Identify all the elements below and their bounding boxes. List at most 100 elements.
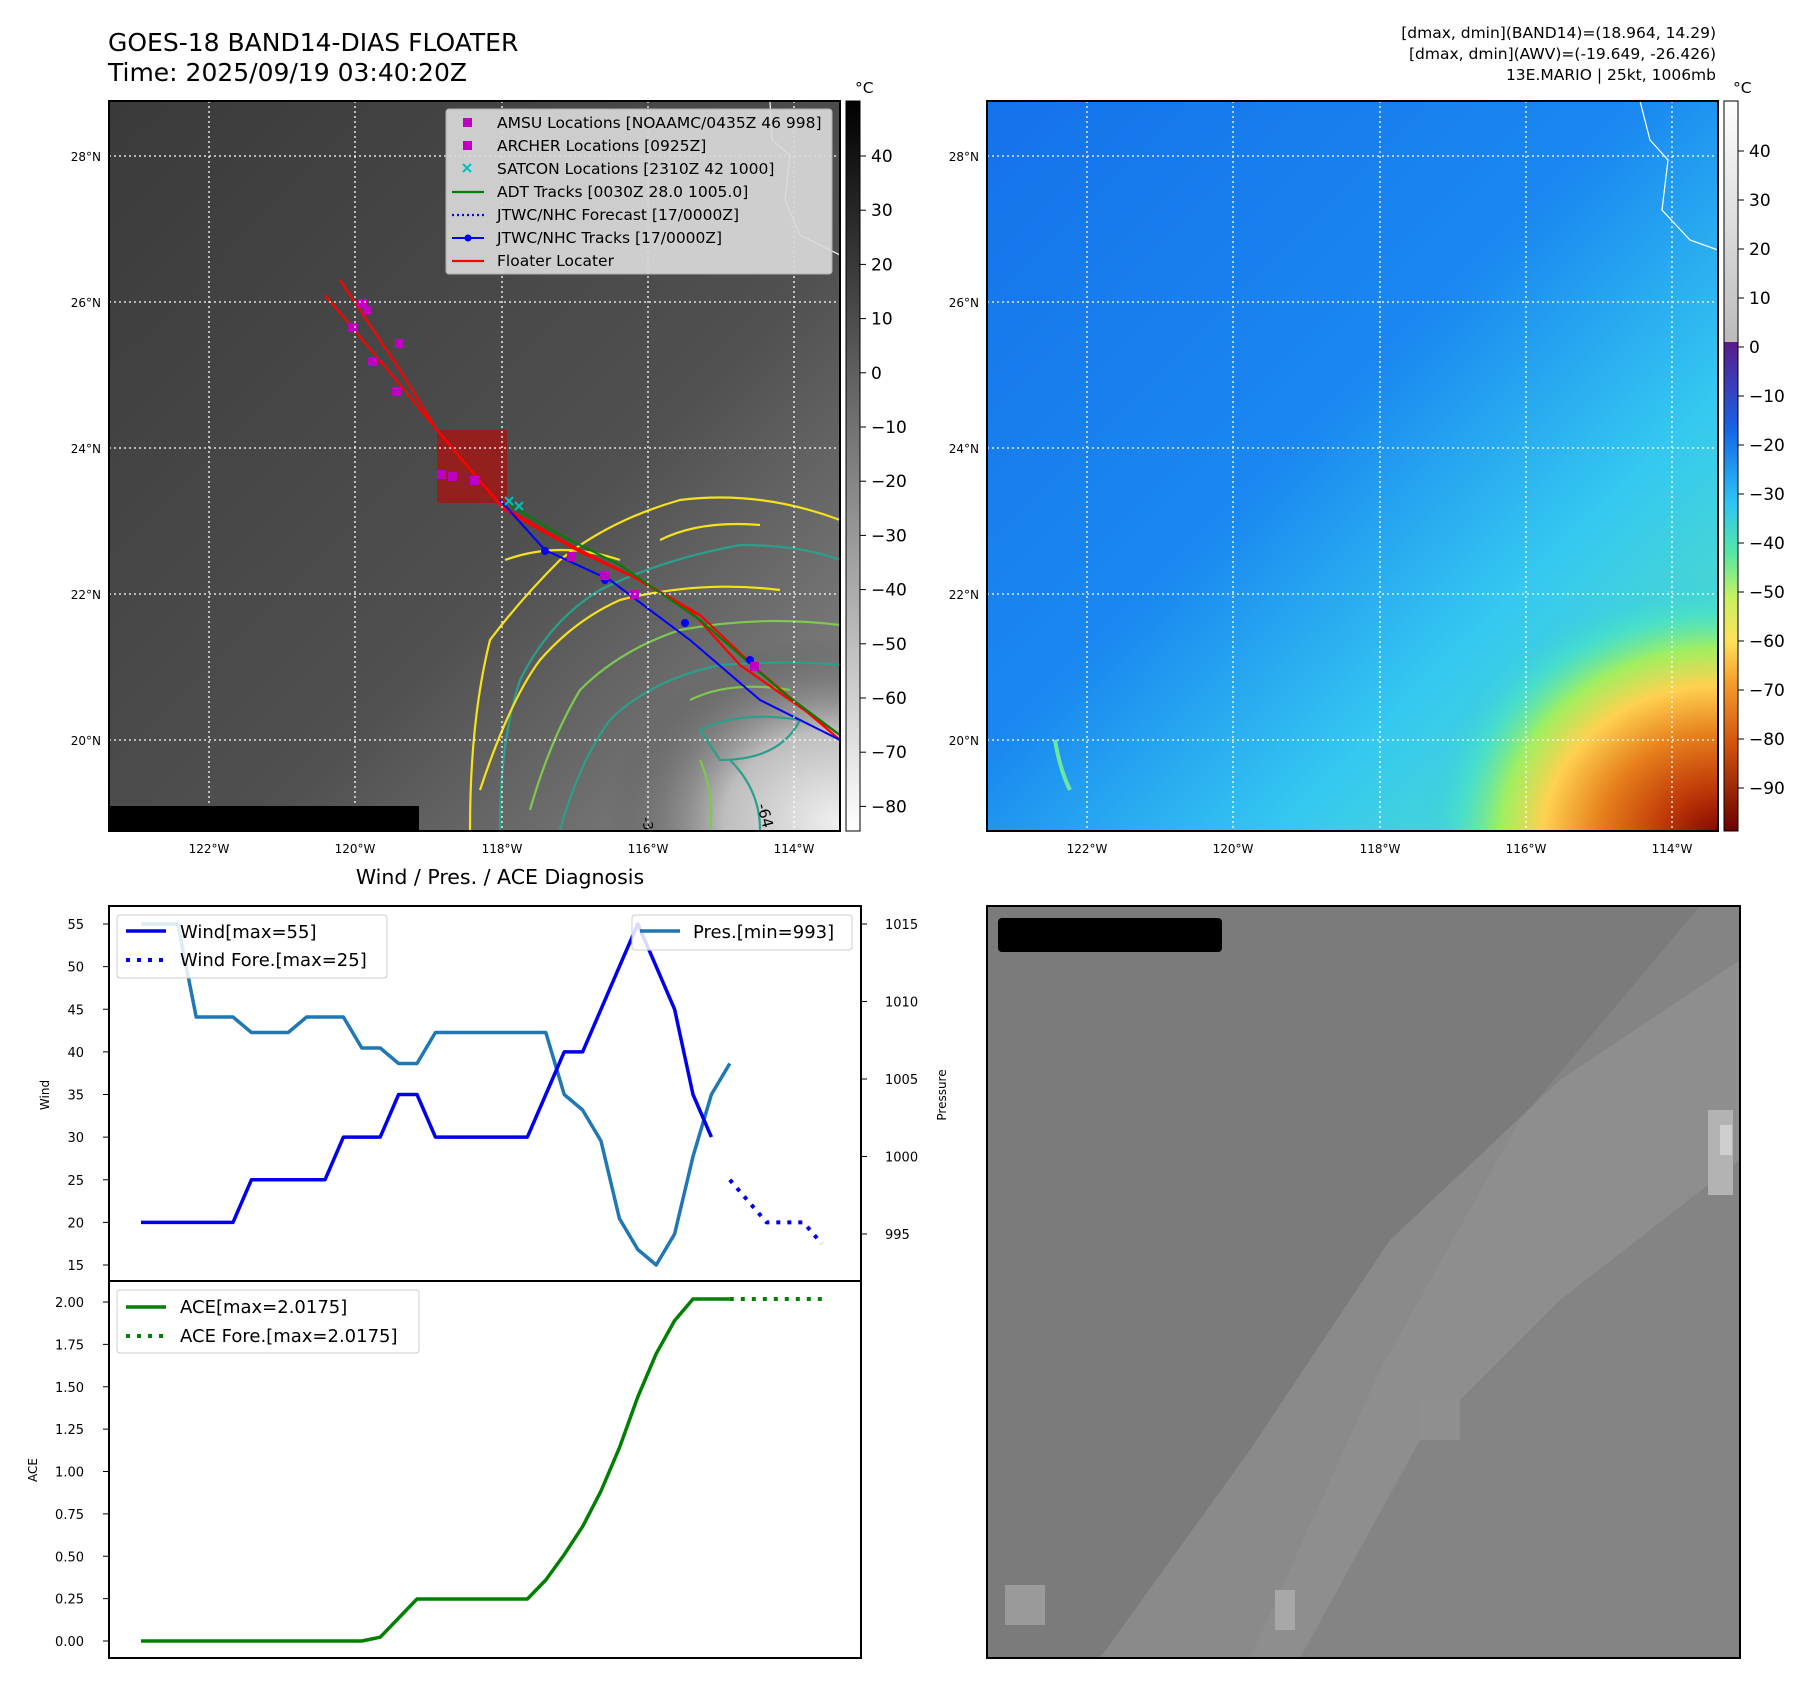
ir-colorbar-ticks: 40 30 20 10 0 −10 −20 −30 −40 −50 −60 −70 −80 — [860, 147, 907, 817]
colorbar-tick-label: −10 — [871, 418, 907, 438]
contour-label-64: -64 — [753, 801, 777, 829]
lat-label: 24°N — [71, 442, 101, 456]
colorbar-tick-label: −40 — [1749, 534, 1785, 554]
legend-label: ADT Tracks [0030Z 28.0 1005.0] — [497, 183, 748, 201]
lon-label: 118°W — [1360, 842, 1401, 856]
ace-tick-label: 1.50 — [55, 1381, 84, 1396]
colorbar-tick-label: 30 — [1749, 191, 1771, 211]
wind-tick-label: 20 — [67, 1216, 84, 1231]
lon-label: 122°W — [1067, 842, 1108, 856]
ace-tick-label: 0.75 — [55, 1508, 84, 1523]
wmg-frame — [986, 905, 1741, 1659]
lon-label: 120°W — [1213, 842, 1254, 856]
ace-tick-label: 0.25 — [55, 1593, 84, 1608]
colorbar-tick-label: −30 — [1749, 485, 1785, 505]
ace-tick-label: 0.50 — [55, 1550, 84, 1565]
lon-label: 122°W — [189, 842, 230, 856]
ir-contours — [468, 496, 840, 831]
colorbar-tick-label: −80 — [871, 797, 907, 817]
wind-axis-label: Wind — [38, 1080, 52, 1110]
colorbar-tick-label: −20 — [1749, 436, 1785, 456]
satcon-points — [504, 496, 524, 511]
awv-bright-strip — [1053, 739, 1072, 791]
awv-map-panel: 28°N 26°N 24°N 22°N 20°N 122°W 120°W 118°W 116°… — [949, 79, 1785, 856]
ir-legend-box — [445, 108, 833, 275]
awv-colorbar-unit: °C — [1733, 79, 1752, 97]
colorbar-tick-label: −50 — [1749, 583, 1785, 603]
lat-label: 28°N — [949, 150, 979, 164]
ace-legend: ACE[max=2.0175] ACE Fore.[max=2.0175] — [116, 1289, 420, 1354]
info-line-2: [dmax, dmin](AWV)=(-19.649, -26.426) — [1409, 45, 1716, 63]
lat-label: 24°N — [949, 442, 979, 456]
ir-map-frame — [108, 100, 841, 832]
wmg-panel: WMG Count: 2750 — [986, 905, 1741, 1659]
legend-label: SATCON Locations [2310Z 42 1000] — [497, 160, 774, 178]
legend-label: JTWC/NHC Tracks [17/0000Z] — [496, 229, 722, 247]
ace-axis-label: ACE — [26, 1458, 40, 1482]
ace-fore-legend-label: ACE Fore.[max=2.0175] — [180, 1326, 398, 1347]
wmg-count-label: WMG Count: 2750 — [1006, 923, 1208, 947]
legend-label: ARCHER Locations [0925Z] — [497, 137, 706, 155]
wind-legend: Wind[max=55] Wind Fore.[max=25] — [116, 914, 388, 979]
colorbar-tick-label: 10 — [1749, 289, 1771, 309]
wind-legend-box — [116, 914, 388, 979]
ir-colorbar-unit: °C — [855, 79, 874, 97]
figure-time: Time: 2025/09/19 03:40:20Z — [107, 58, 467, 87]
wind-tick-label: 40 — [67, 1046, 84, 1061]
colorbar-tick-label: −60 — [871, 689, 907, 709]
colorbar-tick-label: 0 — [1749, 338, 1760, 358]
awv-colorbar-ticks: 40 30 20 10 0 −10 −20 −30 −40 −50 −60 −70 −80 −90 — [1738, 142, 1785, 799]
awv-coastline — [1639, 101, 1718, 251]
lat-label: 20°N — [949, 734, 979, 748]
ace-legend-label: ACE[max=2.0175] — [180, 1297, 347, 1318]
pressure-tick-label: 1000 — [885, 1151, 918, 1166]
awv-lat-labels: 28°N 26°N 24°N 22°N 20°N — [949, 150, 979, 748]
wind-series — [141, 922, 824, 1267]
copyright-text: Copyright © 2020-2025 Dapiya — [113, 810, 401, 829]
awv-colorbar — [1723, 100, 1739, 832]
ir-lat-labels: 28°N 26°N 24°N 22°N 20°N — [71, 150, 101, 748]
lon-label: 114°W — [1652, 842, 1693, 856]
legend-marker — [462, 163, 472, 173]
pressure-axis-label: Pressure — [935, 1069, 949, 1120]
track-lines — [324, 279, 840, 741]
awv-cloud-shield — [1250, 430, 1718, 831]
ace-tick-label: 0.00 — [55, 1635, 84, 1650]
contour-label-31: -31 — [638, 816, 656, 840]
wmg-pixel-field — [987, 906, 1740, 1658]
pres-legend: Pres.[min=993] — [631, 914, 853, 951]
colorbar-tick-label: 40 — [871, 147, 893, 167]
pres-legend-label: Pres.[min=993] — [693, 922, 834, 943]
lat-label: 20°N — [71, 734, 101, 748]
wind-tick-label: 45 — [67, 1003, 84, 1018]
lat-label: 22°N — [71, 588, 101, 602]
pressure-ticks: 995 1000 1005 1010 1015 — [861, 918, 918, 1243]
wind-line — [141, 922, 714, 1225]
wind-tick-label: 55 — [67, 918, 84, 933]
legend-marker — [463, 141, 472, 150]
ace-tick-label: 1.25 — [55, 1423, 84, 1438]
colorbar-tick-label: 0 — [871, 364, 882, 384]
wind-fore-legend-label: Wind Fore.[max=25] — [180, 950, 367, 971]
colorbar-tick-label: −40 — [871, 581, 907, 601]
ace-ticks: 0.00 0.25 0.50 0.75 1.00 1.25 1.50 1.75 2.00 — [55, 1296, 109, 1650]
figure-title: GOES-18 BAND14-DIAS FLOATER — [108, 28, 518, 57]
lon-label: 120°W — [335, 842, 376, 856]
lat-label: 26°N — [949, 296, 979, 310]
info-line-1: [dmax, dmin](BAND14)=(18.964, 14.29) — [1401, 24, 1716, 42]
awv-lon-labels: 122°W 120°W 118°W 116°W 114°W — [1067, 842, 1693, 856]
colorbar-tick-label: 40 — [1749, 142, 1771, 162]
ace-legend-box — [116, 1289, 420, 1354]
lon-label: 114°W — [774, 842, 815, 856]
lon-label: 116°W — [628, 842, 669, 856]
diag-title: Wind / Pres. / ACE Diagnosis — [356, 865, 644, 889]
colorbar-tick-label: 20 — [871, 255, 893, 275]
legend-label: JTWC/NHC Forecast [17/0000Z] — [496, 206, 739, 224]
colorbar-tick-label: 30 — [871, 201, 893, 221]
ace-chart: ACE 0.00 0.25 0.50 0.75 1.00 1.25 1.50 1.75 2.00… — [26, 1280, 862, 1659]
copyright-badge — [109, 806, 419, 831]
info-line-3: 13E.MARIO | 25kt, 1006mb — [1506, 66, 1716, 84]
ir-colorbar — [845, 100, 861, 832]
pressure-tick-label: 995 — [885, 1228, 910, 1243]
